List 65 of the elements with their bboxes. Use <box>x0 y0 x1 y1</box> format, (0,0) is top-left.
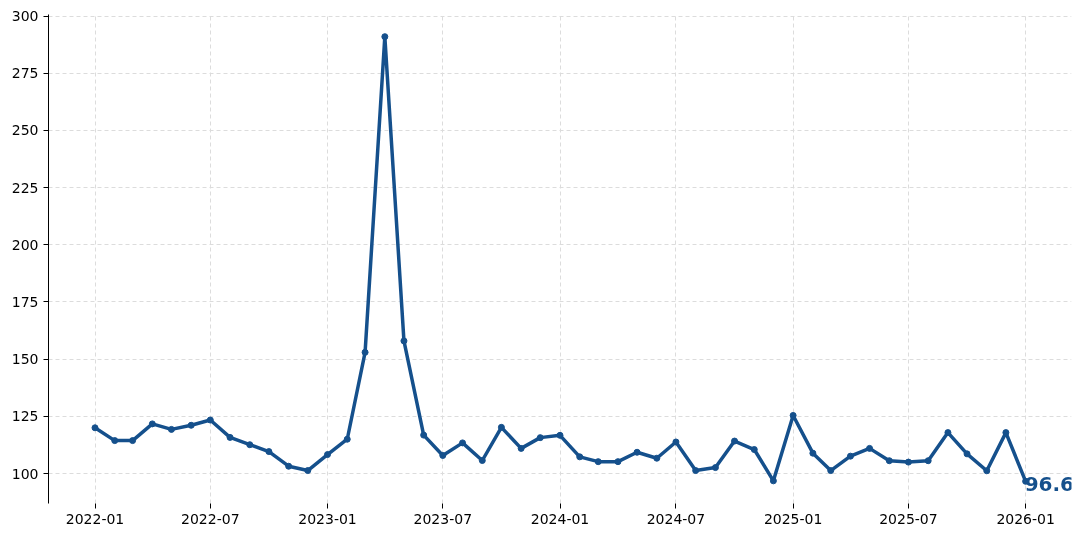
point <box>963 450 971 458</box>
x-tick-label: 2023-07 <box>413 510 473 527</box>
point <box>361 348 369 356</box>
point <box>343 435 351 443</box>
point <box>692 467 700 475</box>
point <box>478 457 486 464</box>
point <box>556 431 564 439</box>
x-tick-label: 2026-01 <box>996 510 1055 527</box>
y-tick-label: 300 <box>11 8 39 25</box>
point <box>91 424 99 432</box>
point <box>576 453 584 461</box>
point <box>594 458 602 466</box>
point <box>731 437 739 445</box>
point <box>633 448 641 456</box>
point <box>827 467 835 475</box>
y-tick-label: 250 <box>11 122 39 139</box>
point <box>672 438 680 446</box>
point <box>420 431 428 439</box>
point <box>904 458 912 466</box>
y-tick-label: 100 <box>11 465 39 482</box>
point <box>866 444 874 452</box>
point <box>614 458 622 466</box>
point <box>459 439 467 447</box>
point <box>439 451 447 459</box>
point <box>129 437 137 445</box>
y-tick-label: 150 <box>11 351 39 368</box>
point <box>750 446 758 454</box>
point <box>400 337 408 345</box>
point <box>285 462 293 470</box>
x-tick-label: 2025-07 <box>879 510 938 527</box>
point <box>111 437 119 445</box>
y-tick-label: 175 <box>11 294 39 310</box>
point <box>536 434 544 442</box>
y-tick-label: 275 <box>11 65 39 82</box>
point <box>324 451 331 459</box>
point <box>226 433 234 441</box>
x-tick-label: 2022-07 <box>181 510 240 527</box>
x-tick-label: 2024-01 <box>530 510 590 527</box>
point <box>265 448 273 456</box>
point <box>246 441 254 449</box>
x-tick-label: 2023-01 <box>298 510 357 527</box>
point <box>304 467 312 475</box>
y-tick-label: 125 <box>11 408 39 425</box>
y-tick-label: 225 <box>11 179 39 196</box>
point <box>769 477 777 485</box>
point <box>789 411 797 419</box>
point <box>148 420 156 428</box>
point <box>517 444 525 452</box>
point <box>167 425 175 433</box>
point <box>653 454 661 462</box>
point <box>809 449 817 457</box>
point <box>187 421 195 429</box>
point <box>381 33 389 41</box>
x-tick-label: 2022-01 <box>65 510 125 527</box>
point <box>711 464 719 472</box>
y-tick-label: 200 <box>11 236 39 253</box>
x-tick-label: 2025-01 <box>763 510 823 527</box>
point <box>924 457 932 465</box>
point <box>885 457 893 465</box>
point <box>206 416 214 424</box>
point <box>983 467 991 475</box>
point <box>944 429 952 437</box>
point <box>497 423 505 431</box>
point <box>846 452 854 460</box>
x-tick-label: 2024-07 <box>646 510 706 527</box>
